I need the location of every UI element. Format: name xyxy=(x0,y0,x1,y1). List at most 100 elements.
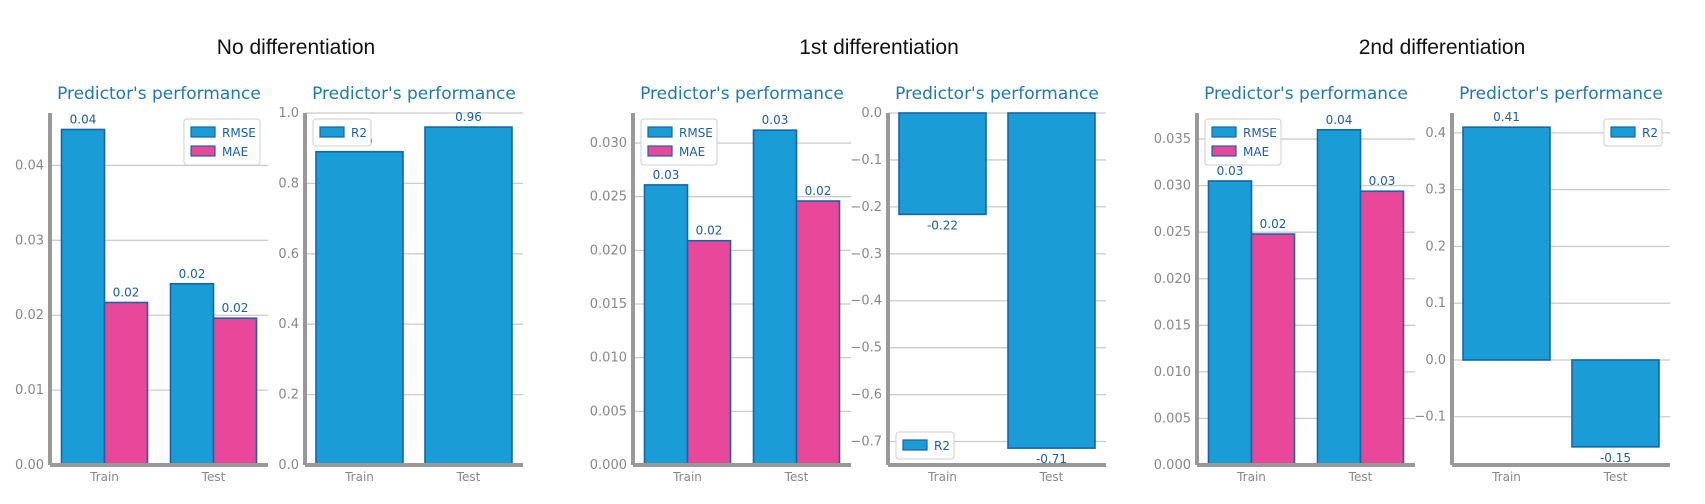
panel5-data-label-rmse-train: 0.03 xyxy=(1217,164,1244,178)
panel3-bar-rmse-test xyxy=(752,129,798,466)
panel6-bar-r2-test xyxy=(1571,359,1660,448)
panel6-ytick-label: 0.2 xyxy=(1425,239,1446,254)
panel4-ytick-label: −0.7 xyxy=(850,435,882,450)
panel3-xtick-label-train: Train xyxy=(672,470,702,484)
panel1-bar-mae-train xyxy=(103,301,149,466)
panel3-bar-mae-test xyxy=(795,200,841,466)
panel5-data-label-mae-train: 0.02 xyxy=(1260,217,1287,231)
panel-title-6: Predictor's performance xyxy=(1459,84,1663,104)
panel5-data-label-rmse-test: 0.04 xyxy=(1326,113,1353,127)
panel2-xtick-label-train: Train xyxy=(344,470,374,484)
panel5-legend-swatch-rmse xyxy=(1211,126,1237,138)
panel2-ytick-label: 0.2 xyxy=(278,388,299,403)
panel4-xtick-label-train: Train xyxy=(927,470,957,484)
panel5-ytick-label: 0.030 xyxy=(1154,179,1191,194)
panel1-bar-rmse-test xyxy=(169,282,215,466)
panel4-bar-r2-train xyxy=(898,112,987,216)
group-title-1st-differentiation: 1st differentiation xyxy=(799,36,959,59)
panel6-data-label-r2-test: -0.15 xyxy=(1600,451,1631,465)
panel4-ytick-label: −0.4 xyxy=(850,294,882,309)
panel4-data-label-r2-test: -0.71 xyxy=(1036,452,1067,466)
panel2-ytick-label: 0.8 xyxy=(278,176,299,191)
panel3-ytick-label: 0.005 xyxy=(590,404,627,419)
panel4-ytick-label: −0.2 xyxy=(850,200,882,215)
panel6-ytick-label: −0.1 xyxy=(1414,410,1446,425)
panel5-bar-mae-test xyxy=(1359,190,1405,466)
panel1-ytick-label: 0.01 xyxy=(15,383,44,398)
panel1-xtick-label-test: Test xyxy=(201,470,226,484)
panel5-data-label-mae-test: 0.03 xyxy=(1369,174,1396,188)
panel5-legend-swatch-mae xyxy=(1211,145,1237,157)
panel2-legend-label-r2: R2 xyxy=(351,126,367,140)
panel4-bar-r2-test xyxy=(1007,112,1096,449)
panel6-ytick-label: 0.1 xyxy=(1425,296,1446,311)
panel1-legend-label-mae: MAE xyxy=(222,145,248,159)
panel5-ytick-label: 0.000 xyxy=(1154,458,1191,473)
panel-title-1: Predictor's performance xyxy=(57,84,261,104)
panel1-legend-label-rmse: RMSE xyxy=(222,126,256,140)
panel6-xtick-label-test: Test xyxy=(1603,470,1628,484)
panel3-bar-rmse-train xyxy=(643,184,689,466)
panel6-data-label-r2-train: 0.41 xyxy=(1493,110,1520,124)
panel-title-3: Predictor's performance xyxy=(640,84,844,104)
panel3-legend-swatch-rmse xyxy=(647,126,673,138)
panel1-bar-mae-test xyxy=(212,317,258,466)
panel4-ytick-label: −0.1 xyxy=(850,153,882,168)
panel4-ytick-label: −0.5 xyxy=(850,341,882,356)
group-title-no-differentiation: No differentiation xyxy=(216,36,376,59)
panel1-data-label-mae-train: 0.02 xyxy=(113,285,140,299)
panel1-ytick-label: 0.03 xyxy=(15,233,44,248)
panel-title-5: Predictor's performance xyxy=(1204,84,1408,104)
panel6-ytick-label: 0.4 xyxy=(1425,126,1446,141)
panel3-data-label-mae-train: 0.02 xyxy=(696,224,723,238)
panel4-data-label-r2-train: -0.22 xyxy=(927,218,958,232)
panel2-ytick-label: 0.0 xyxy=(278,458,299,473)
panel2-ytick-label: 0.4 xyxy=(278,317,299,332)
panel4-legend-label-r2: R2 xyxy=(934,439,950,453)
panel3-ytick-label: 0.000 xyxy=(590,458,627,473)
panel3-data-label-rmse-test: 0.03 xyxy=(762,113,789,127)
panel3-data-label-mae-test: 0.02 xyxy=(805,184,832,198)
panel-title-4: Predictor's performance xyxy=(895,84,1099,104)
panel2-ytick-label: 0.6 xyxy=(278,247,299,262)
panel3-legend-swatch-mae xyxy=(647,145,673,157)
panel4-legend-swatch-r2 xyxy=(902,439,928,451)
panel3-ytick-label: 0.030 xyxy=(590,136,627,151)
panel-title-2: Predictor's performance xyxy=(312,84,516,104)
panel1-ytick-label: 0.04 xyxy=(15,158,44,173)
panel1-ytick-label: 0.02 xyxy=(15,308,44,323)
panel4-ytick-label: −0.3 xyxy=(850,247,882,262)
group-title-2nd-differentiation: 2nd differentiation xyxy=(1358,36,1526,59)
panel1-data-label-mae-test: 0.02 xyxy=(222,301,249,315)
panel3-ytick-label: 0.025 xyxy=(590,190,627,205)
panel2-ytick-label: 1.0 xyxy=(278,106,299,121)
panel6-ytick-label: 0.0 xyxy=(1425,353,1446,368)
panel6-bar-r2-train xyxy=(1462,126,1551,361)
panel1-legend-swatch-mae xyxy=(190,145,216,157)
panel1-legend-swatch-rmse xyxy=(190,126,216,138)
panel3-bar-mae-train xyxy=(686,239,732,466)
panel5-ytick-label: 0.035 xyxy=(1154,132,1191,147)
panel3-ytick-label: 0.010 xyxy=(590,351,627,366)
panel6-xtick-label-train: Train xyxy=(1491,470,1521,484)
panel1-data-label-rmse-test: 0.02 xyxy=(179,267,206,281)
panel5-bar-rmse-test xyxy=(1316,128,1362,466)
panel5-legend-label-rmse: RMSE xyxy=(1243,126,1277,140)
panel6-legend-swatch-r2 xyxy=(1610,126,1636,138)
panel2-xtick-label-test: Test xyxy=(456,470,481,484)
panel5-ytick-label: 0.015 xyxy=(1154,318,1191,333)
panel2-legend-swatch-r2 xyxy=(319,126,345,138)
panel4-ytick-label: −0.6 xyxy=(850,388,882,403)
panel5-bar-mae-train xyxy=(1250,233,1296,466)
panel3-data-label-rmse-train: 0.03 xyxy=(653,168,680,182)
panel3-ytick-label: 0.020 xyxy=(590,243,627,258)
panel5-legend-label-mae: MAE xyxy=(1243,145,1269,159)
panel5-ytick-label: 0.020 xyxy=(1154,272,1191,287)
panel2-bar-r2-test xyxy=(424,126,513,466)
panel1-ytick-label: 0.00 xyxy=(15,458,44,473)
panel1-bar-rmse-train xyxy=(60,128,106,466)
panel2-bar-r2-train xyxy=(315,150,404,466)
panel3-ytick-label: 0.015 xyxy=(590,297,627,312)
panel3-legend-label-mae: MAE xyxy=(679,145,705,159)
